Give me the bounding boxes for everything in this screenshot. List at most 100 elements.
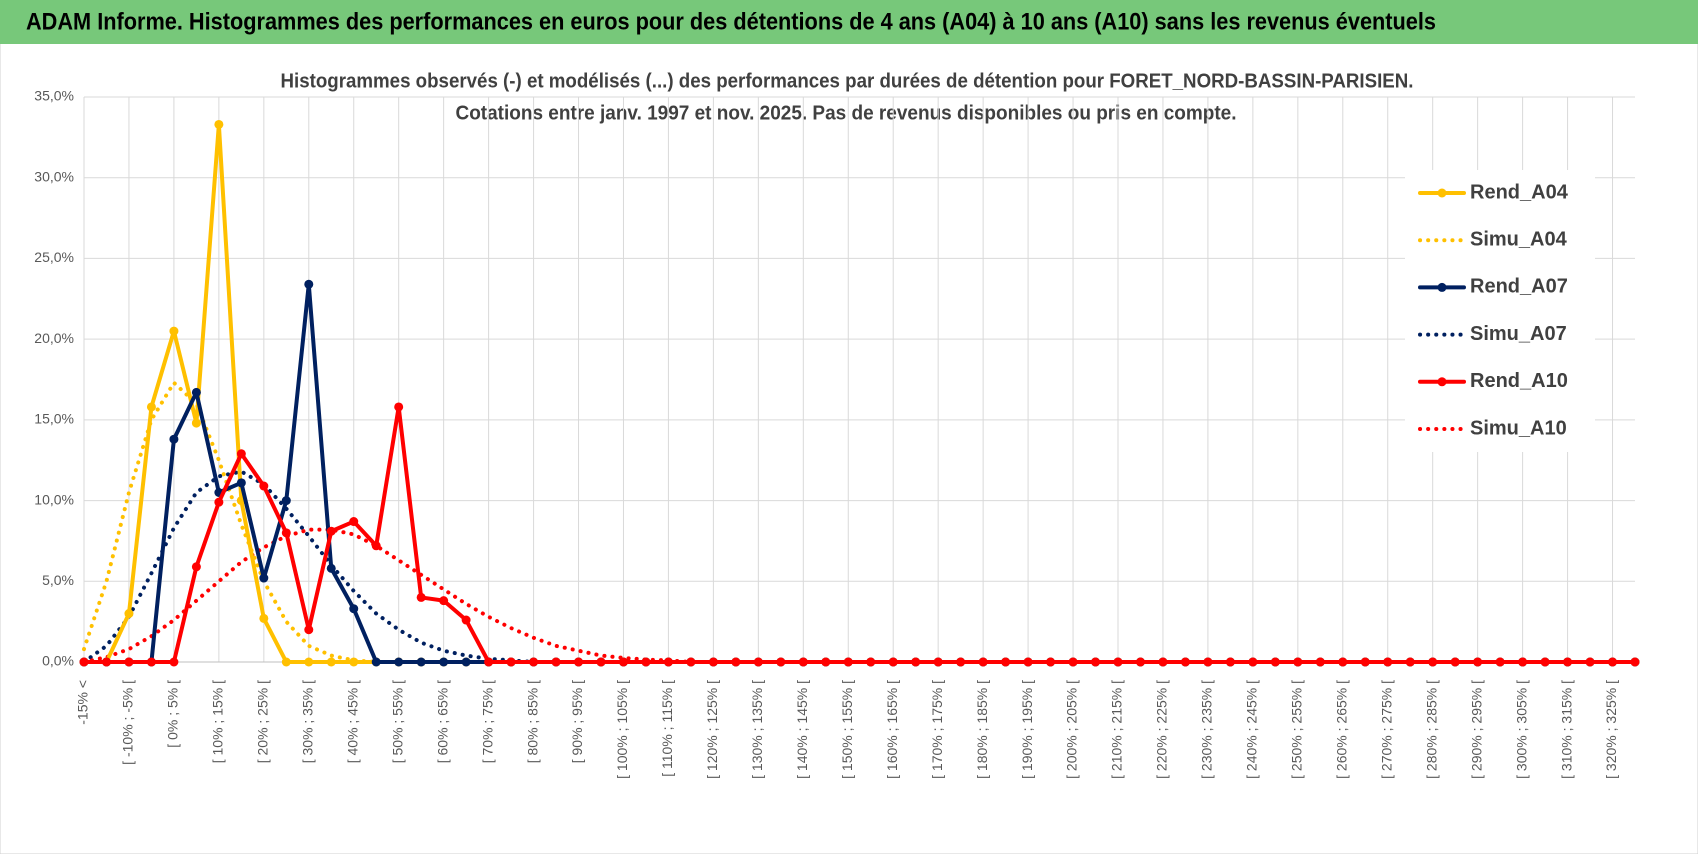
point — [1135, 657, 1145, 667]
point — [1158, 657, 1168, 667]
y-tick-label: 15,0% — [34, 411, 74, 427]
point — [1518, 657, 1528, 667]
x-tick-label: [ 70% ; 75% [ — [479, 680, 495, 763]
x-tick-label: [ 270% ; 275% [ — [1378, 680, 1394, 779]
point — [259, 573, 269, 583]
point — [1315, 657, 1325, 667]
point — [326, 657, 336, 667]
point — [888, 657, 898, 667]
point — [1585, 657, 1595, 667]
legend: Rend_A04 Simu_A04 Rend_A07 Simu_A07 Rend_A10… — [1405, 170, 1595, 452]
point — [1180, 657, 1190, 667]
point — [663, 657, 673, 667]
point — [821, 657, 831, 667]
point — [79, 657, 89, 667]
plot — [79, 119, 1640, 667]
x-tick-label: [ 300% ; 305% [ — [1513, 680, 1529, 779]
point — [191, 418, 201, 428]
point — [416, 657, 426, 667]
chart-title: Histogrammes observés (-) et modélisés (… — [281, 70, 1414, 92]
point — [236, 449, 246, 459]
legend-label: Rend_A04 — [1470, 181, 1569, 203]
point — [978, 657, 988, 667]
point — [843, 657, 853, 667]
point — [146, 402, 156, 412]
point — [1563, 657, 1573, 667]
x-tick-label: [ 150% ; 155% [ — [839, 680, 855, 779]
point — [281, 496, 291, 506]
point — [371, 657, 381, 667]
x-tick-label: [ 60% ; 65% [ — [434, 680, 450, 763]
point — [1091, 657, 1101, 667]
point — [439, 596, 449, 606]
point — [1540, 657, 1550, 667]
point — [349, 657, 359, 667]
point — [1450, 657, 1460, 667]
point — [1293, 657, 1303, 667]
x-tick-label: [ -10% ; -5% [ — [120, 680, 136, 765]
point — [1068, 657, 1078, 667]
point — [349, 517, 359, 527]
point — [371, 541, 381, 551]
point — [281, 657, 291, 667]
point — [326, 563, 336, 573]
x-tick-label: [ 260% ; 265% [ — [1333, 680, 1349, 779]
point — [776, 657, 786, 667]
point — [461, 657, 471, 667]
point — [1203, 657, 1213, 667]
point — [1113, 657, 1123, 667]
point — [708, 657, 718, 667]
legend-marker — [1437, 377, 1447, 387]
x-tick-label: [ 190% ; 195% [ — [1019, 680, 1035, 779]
x-tick-label: [ 50% ; 55% [ — [389, 680, 405, 763]
x-tick-label: [ 100% ; 105% [ — [614, 680, 630, 779]
point — [798, 657, 808, 667]
x-tick-label: [ 0% ; 5% [ — [165, 680, 181, 748]
point — [349, 604, 359, 614]
legend-marker — [1437, 188, 1447, 198]
y-tick-label: 5,0% — [42, 572, 74, 588]
point — [214, 497, 224, 507]
point — [169, 434, 179, 444]
point — [304, 625, 314, 635]
grid: 0,0% 5,0% 10,0% 15,0% 20,0% 25,0% 30,0% 35,0% -1… — [34, 88, 1635, 779]
legend-label: Simu_A07 — [1470, 323, 1567, 345]
x-tick-label: [ 110% ; 115% [ — [659, 680, 675, 777]
point — [956, 657, 966, 667]
series-line — [82, 527, 1637, 664]
point — [1248, 657, 1258, 667]
x-tick-label: [ 250% ; 255% [ — [1289, 680, 1305, 779]
point — [101, 657, 111, 667]
point — [1473, 657, 1483, 667]
x-tick-label: [ 10% ; 15% [ — [210, 680, 226, 763]
x-tick-label: [ 210% ; 215% [ — [1109, 680, 1125, 779]
point — [191, 387, 201, 397]
point — [169, 326, 179, 336]
point — [146, 657, 156, 667]
x-tick-label: [ 30% ; 35% [ — [299, 680, 315, 763]
point — [574, 657, 584, 667]
point — [1046, 657, 1056, 667]
x-tick-label: [ 230% ; 235% [ — [1199, 680, 1215, 779]
point — [191, 562, 201, 572]
x-tick-label: [ 120% ; 125% [ — [704, 680, 720, 779]
point — [1001, 657, 1011, 667]
x-tick-label: [ 90% ; 95% [ — [569, 680, 585, 763]
point — [124, 657, 134, 667]
x-tick-label: [ 310% ; 315% [ — [1558, 680, 1574, 779]
point — [933, 657, 943, 667]
point — [1338, 657, 1348, 667]
point — [731, 657, 741, 667]
point — [169, 657, 179, 667]
legend-label: Rend_A07 — [1470, 276, 1568, 298]
point — [484, 657, 494, 667]
y-tick-label: 0,0% — [42, 653, 74, 669]
point — [259, 481, 269, 491]
point — [439, 657, 449, 667]
chart-subtitle: Cotations entre janv. 1997 et nov. 2025.… — [456, 102, 1237, 124]
series-line — [82, 404, 1637, 664]
point — [394, 402, 404, 412]
x-tick-label: [ 290% ; 295% [ — [1468, 680, 1484, 779]
point — [1630, 657, 1640, 667]
